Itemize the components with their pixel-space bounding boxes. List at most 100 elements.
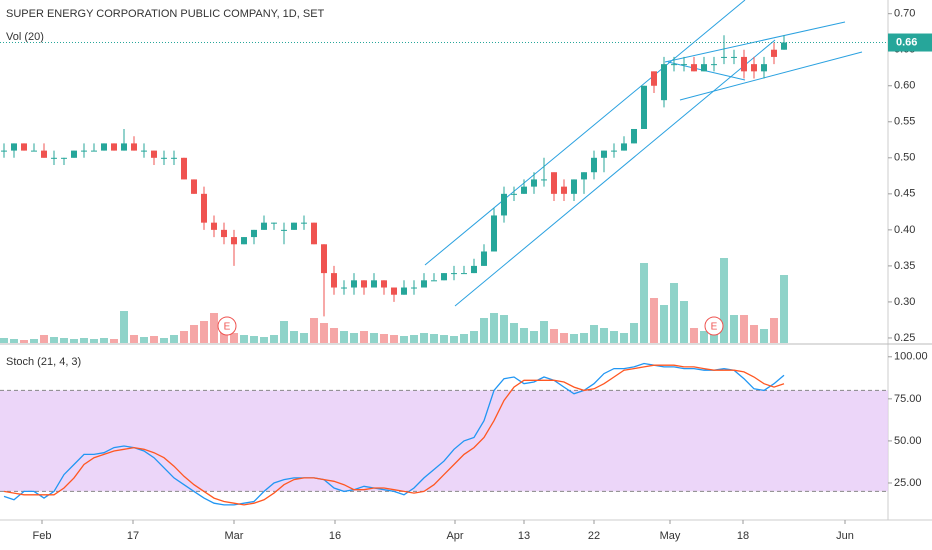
volume-bar	[450, 336, 458, 343]
candle-body	[301, 222, 307, 224]
stoch-title: Stoch (21, 4, 3)	[6, 356, 81, 368]
volume-bar	[700, 331, 708, 343]
volume-bar	[520, 328, 528, 343]
candle-body	[731, 56, 737, 58]
volume-bar	[200, 321, 208, 343]
candle-body	[311, 222, 317, 245]
candle-body	[781, 42, 787, 50]
volume-bar	[410, 335, 418, 343]
volume-bar	[590, 325, 598, 343]
y-tick-label: 0.50	[894, 152, 915, 164]
volume-bar	[740, 315, 748, 343]
y-tick-label: 75.00	[894, 393, 922, 405]
candle-body	[631, 128, 637, 144]
candle-body	[511, 193, 517, 195]
x-tick-label: Mar	[225, 530, 244, 542]
candle-body	[381, 280, 387, 288]
volume-bar	[150, 336, 158, 343]
volume-bar	[170, 335, 178, 343]
volume-bar	[80, 338, 88, 343]
candle-body	[531, 179, 537, 187]
candle-body	[611, 150, 617, 152]
last-price-label: 0.66	[896, 36, 917, 48]
candle-body	[591, 157, 597, 173]
volume-bar	[540, 321, 548, 343]
x-tick-label: 16	[329, 530, 341, 542]
candle-body	[161, 157, 167, 159]
volume-bar	[180, 331, 188, 343]
volume-bar	[430, 334, 438, 343]
volume-bar	[350, 333, 358, 343]
volume-bar	[340, 331, 348, 343]
volume-bar	[780, 275, 788, 343]
candle-body	[571, 179, 577, 194]
candle-body	[151, 150, 157, 158]
candle-body	[581, 172, 587, 180]
candle-body	[551, 172, 557, 194]
earnings-marker	[217, 316, 237, 336]
candle-body	[271, 222, 277, 224]
candle-body	[701, 64, 707, 72]
earnings-marker	[704, 316, 724, 336]
channel-upper	[424, 0, 746, 266]
volume-bar	[120, 311, 128, 343]
x-tick-label: Jun	[836, 530, 854, 542]
candle-body	[541, 179, 547, 181]
candle-body	[461, 273, 467, 275]
volume-bar	[500, 315, 508, 343]
x-tick-label: 22	[588, 530, 600, 542]
volume-bar	[290, 331, 298, 343]
volume-bar	[570, 334, 578, 343]
y-tick-label: 50.00	[894, 435, 922, 447]
volume-bar	[280, 321, 288, 343]
candle-body	[681, 64, 687, 66]
candle-body	[291, 222, 297, 230]
candle-body	[61, 157, 67, 159]
candle-body	[341, 287, 347, 289]
last-price-box	[888, 33, 932, 52]
candle-body	[181, 157, 187, 180]
volume-bar	[380, 334, 388, 343]
volume-bar	[600, 328, 608, 343]
candle-body	[411, 287, 417, 289]
candle-body	[371, 280, 377, 288]
volume-bar	[530, 331, 538, 343]
volume-bar	[550, 329, 558, 343]
volume-bar	[130, 335, 138, 343]
candle-body	[51, 157, 57, 159]
candle-body	[11, 143, 17, 151]
volume-bar	[240, 335, 248, 343]
volume-bar	[90, 339, 98, 343]
candle-body	[771, 49, 777, 57]
candle-body	[741, 56, 747, 72]
volume-bar	[370, 333, 378, 343]
volume-bar	[360, 331, 368, 343]
candle-body	[231, 237, 237, 245]
candle-body	[491, 215, 497, 252]
candle-body	[351, 280, 357, 288]
candle-body	[501, 193, 507, 216]
y-tick-label: 0.40	[894, 224, 915, 236]
volume-bar	[630, 323, 638, 343]
earnings-label: E	[711, 322, 718, 333]
volume-bar	[460, 334, 468, 343]
volume-bar	[660, 305, 668, 343]
y-tick-label: 0.30	[894, 296, 915, 308]
volume-bar	[50, 337, 58, 343]
candle-body	[191, 179, 197, 194]
candle-body	[431, 280, 437, 282]
candle-body	[621, 143, 627, 151]
candle-body	[451, 273, 457, 275]
candle-body	[101, 143, 107, 151]
candle-body	[691, 64, 697, 72]
volume-bar	[40, 335, 48, 343]
candle-body	[601, 150, 607, 158]
candle-body	[141, 150, 147, 152]
volume-bar	[620, 333, 628, 343]
volume-bar	[0, 338, 8, 343]
candle-body	[281, 229, 287, 231]
volume-bar	[680, 301, 688, 343]
volume-bar	[760, 329, 768, 343]
volume-bar	[260, 337, 268, 343]
volume-bar	[300, 333, 308, 343]
